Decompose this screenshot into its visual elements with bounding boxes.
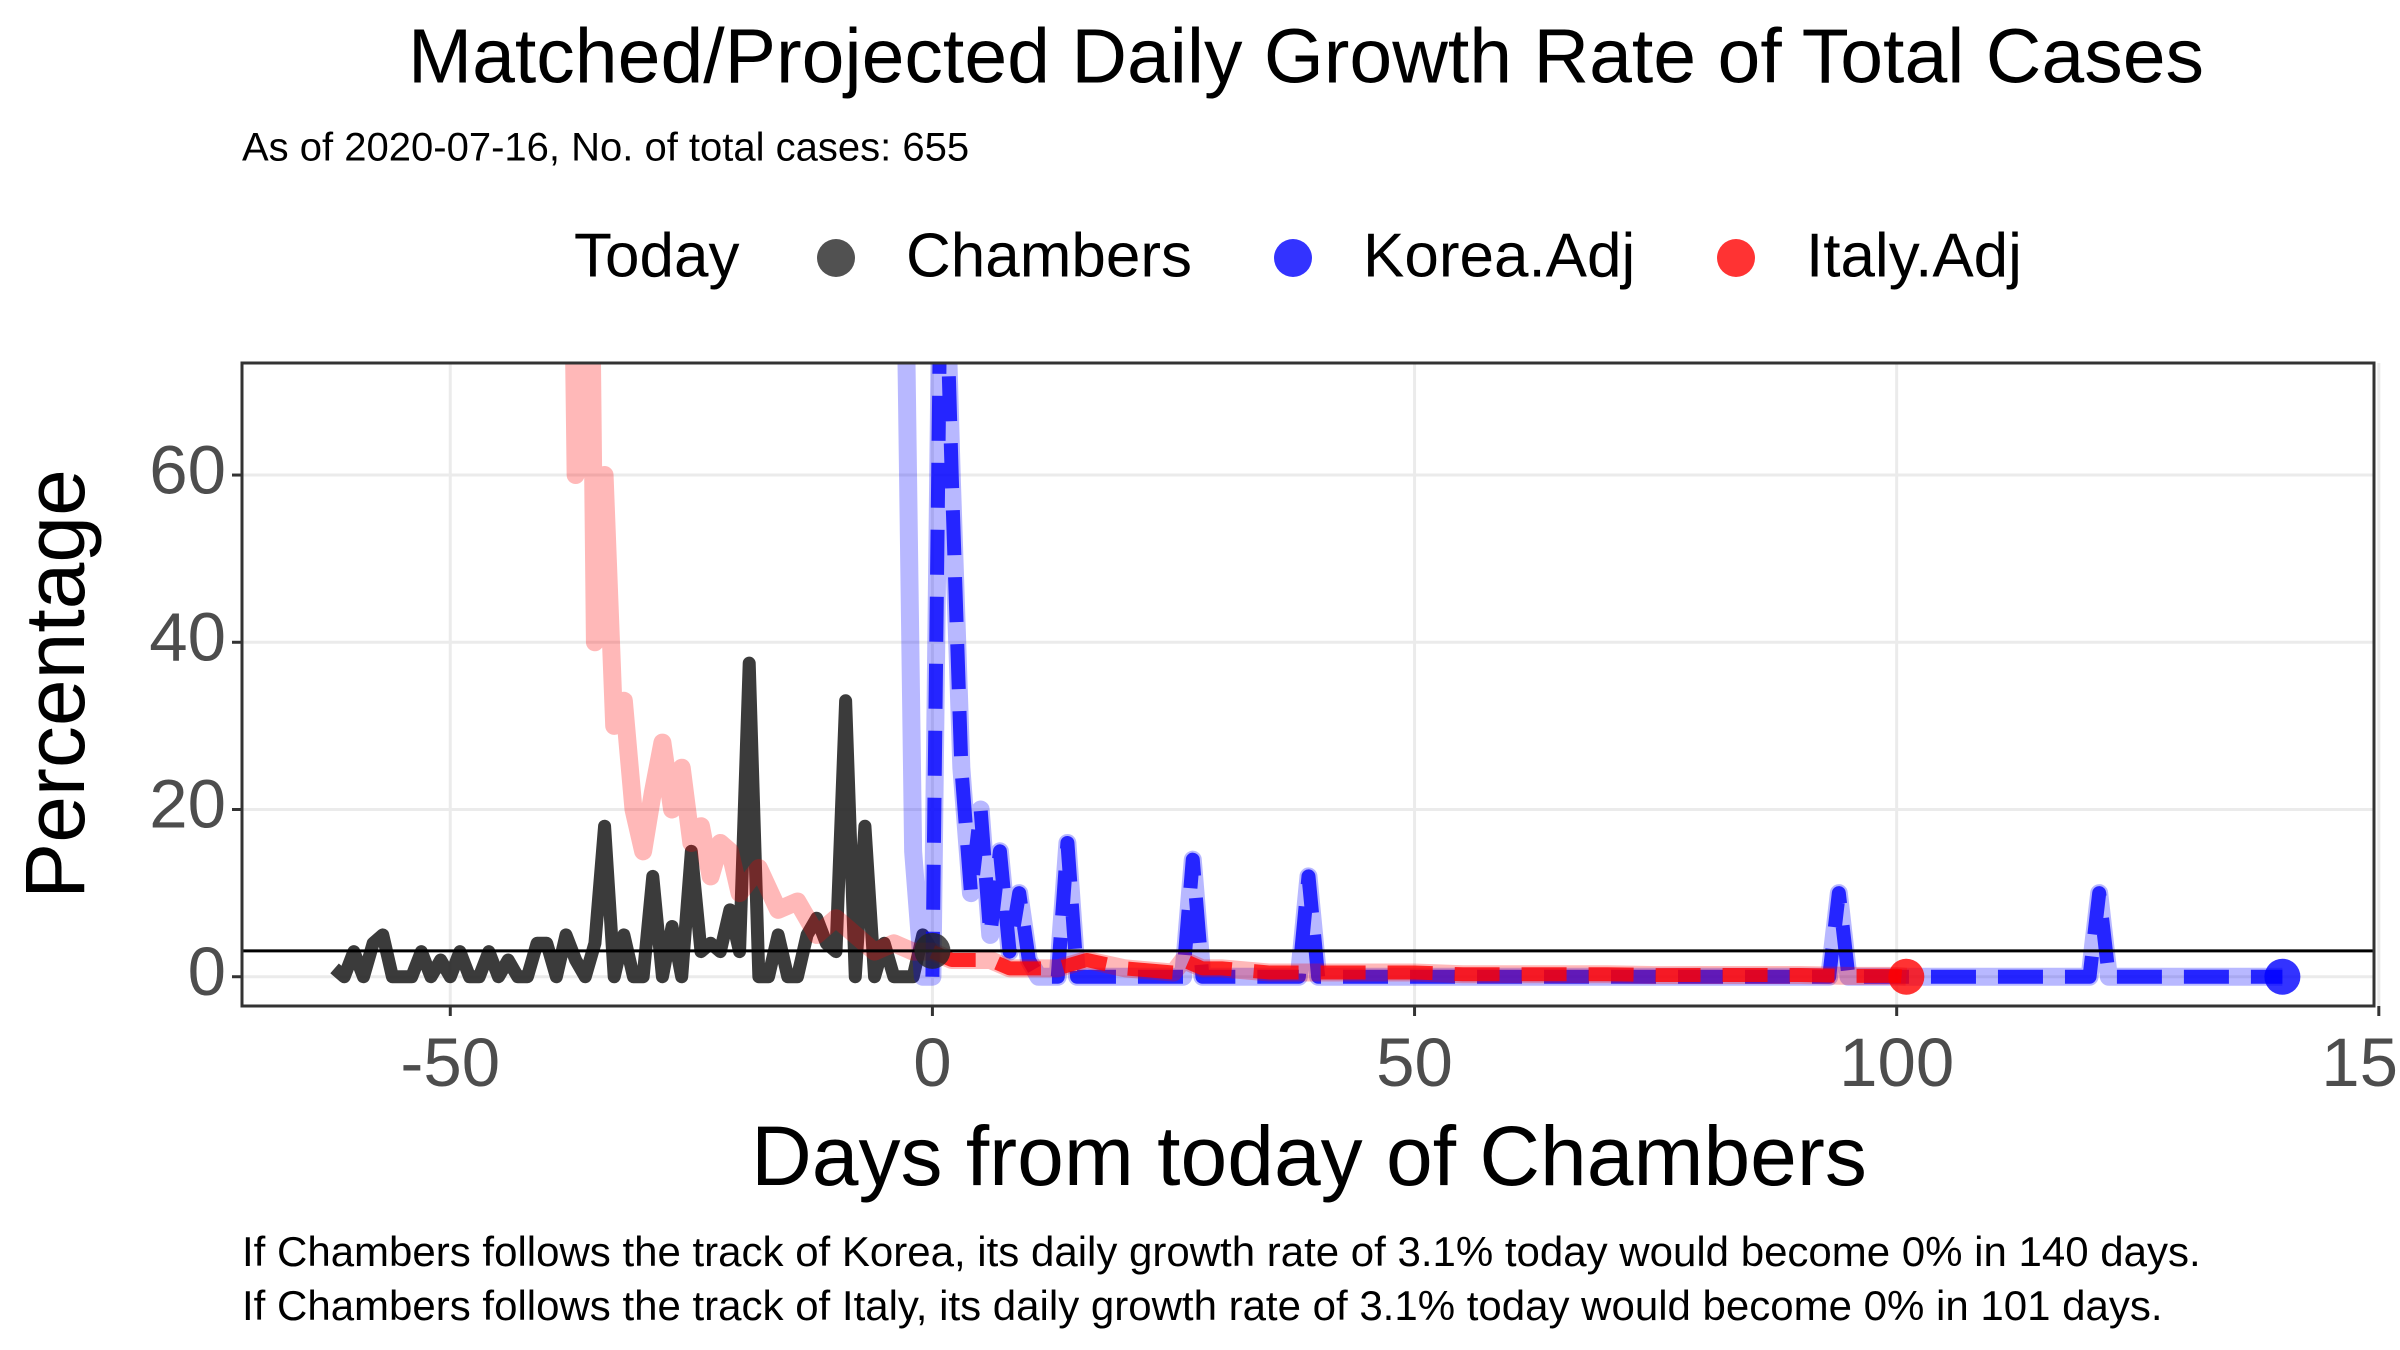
- footnote: If Chambers follows the track of Korea, …: [242, 1228, 2201, 1275]
- endpoint: [1888, 958, 1925, 995]
- legend-label: Chambers: [906, 221, 1192, 290]
- y-tick-label: 40: [149, 599, 226, 676]
- endpoint: [2264, 958, 2301, 995]
- footnote: If Chambers follows the track of Italy, …: [242, 1282, 2163, 1329]
- subtitle: As of 2020-07-16, No. of total cases: 65…: [242, 126, 969, 170]
- legend-marker: [817, 239, 855, 277]
- x-tick-label: 50: [1376, 1024, 1453, 1101]
- legend-marker: [1274, 239, 1312, 277]
- y-tick-label: 20: [149, 766, 226, 843]
- x-tick-label: 100: [1839, 1024, 1954, 1101]
- legend-label: Italy.Adj: [1806, 221, 2022, 290]
- x-tick-label: -50: [400, 1024, 500, 1101]
- y-tick-label: 0: [188, 933, 226, 1010]
- endpoint: [914, 932, 951, 969]
- chambers-line: [330, 656, 938, 984]
- plot-area: [242, 363, 2374, 995]
- x-axis-title: Days from today of Chambers: [751, 1109, 1867, 1203]
- x-tick-label: 0: [913, 1024, 951, 1101]
- projected-line: [929, 945, 1907, 984]
- legend-marker: [1717, 239, 1755, 277]
- legend-label: Korea.Adj: [1363, 221, 1635, 290]
- panel-border: [240, 361, 2376, 1008]
- x-tick-label: 150: [2321, 1024, 2400, 1101]
- y-axis-title: Percentage: [8, 469, 102, 899]
- legend-title: Today: [574, 221, 739, 290]
- chart-title: Matched/Projected Daily Growth Rate of T…: [408, 13, 2204, 99]
- y-tick-label: 60: [149, 431, 226, 508]
